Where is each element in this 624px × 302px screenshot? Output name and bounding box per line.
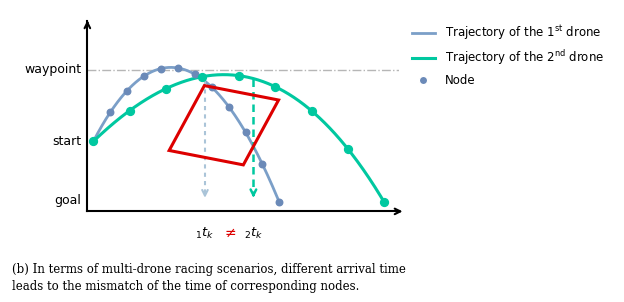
Text: goal: goal bbox=[54, 194, 81, 207]
Point bbox=[306, 108, 316, 113]
Point bbox=[139, 74, 149, 79]
Point bbox=[197, 74, 207, 79]
Point bbox=[190, 72, 200, 77]
Text: waypoint: waypoint bbox=[24, 63, 81, 76]
Point bbox=[258, 162, 268, 167]
Text: start: start bbox=[52, 135, 81, 148]
Point bbox=[173, 66, 183, 70]
Point bbox=[275, 200, 285, 205]
Point bbox=[156, 66, 166, 71]
Point bbox=[234, 73, 244, 78]
Point bbox=[89, 139, 99, 144]
Point bbox=[161, 86, 171, 91]
Point bbox=[240, 130, 250, 135]
Point bbox=[379, 200, 389, 205]
Text: (b) In terms of multi-drone racing scenarios, different arrival time
leads to th: (b) In terms of multi-drone racing scena… bbox=[12, 263, 406, 293]
Text: $_2t_k$: $_2t_k$ bbox=[244, 226, 263, 241]
Legend: Trajectory of the 1$^\mathrm{st}$ drone, Trajectory of the 2$^\mathrm{nd}$ drone: Trajectory of the 1$^\mathrm{st}$ drone,… bbox=[411, 23, 604, 87]
Point bbox=[89, 139, 99, 144]
Point bbox=[125, 108, 135, 113]
Point bbox=[207, 85, 217, 89]
Point bbox=[122, 88, 132, 93]
Point bbox=[223, 104, 233, 109]
Text: $_1t_k$: $_1t_k$ bbox=[195, 226, 215, 241]
Point bbox=[270, 84, 280, 89]
Point bbox=[343, 147, 353, 152]
Text: $\neq$: $\neq$ bbox=[222, 226, 236, 240]
Point bbox=[105, 110, 115, 115]
